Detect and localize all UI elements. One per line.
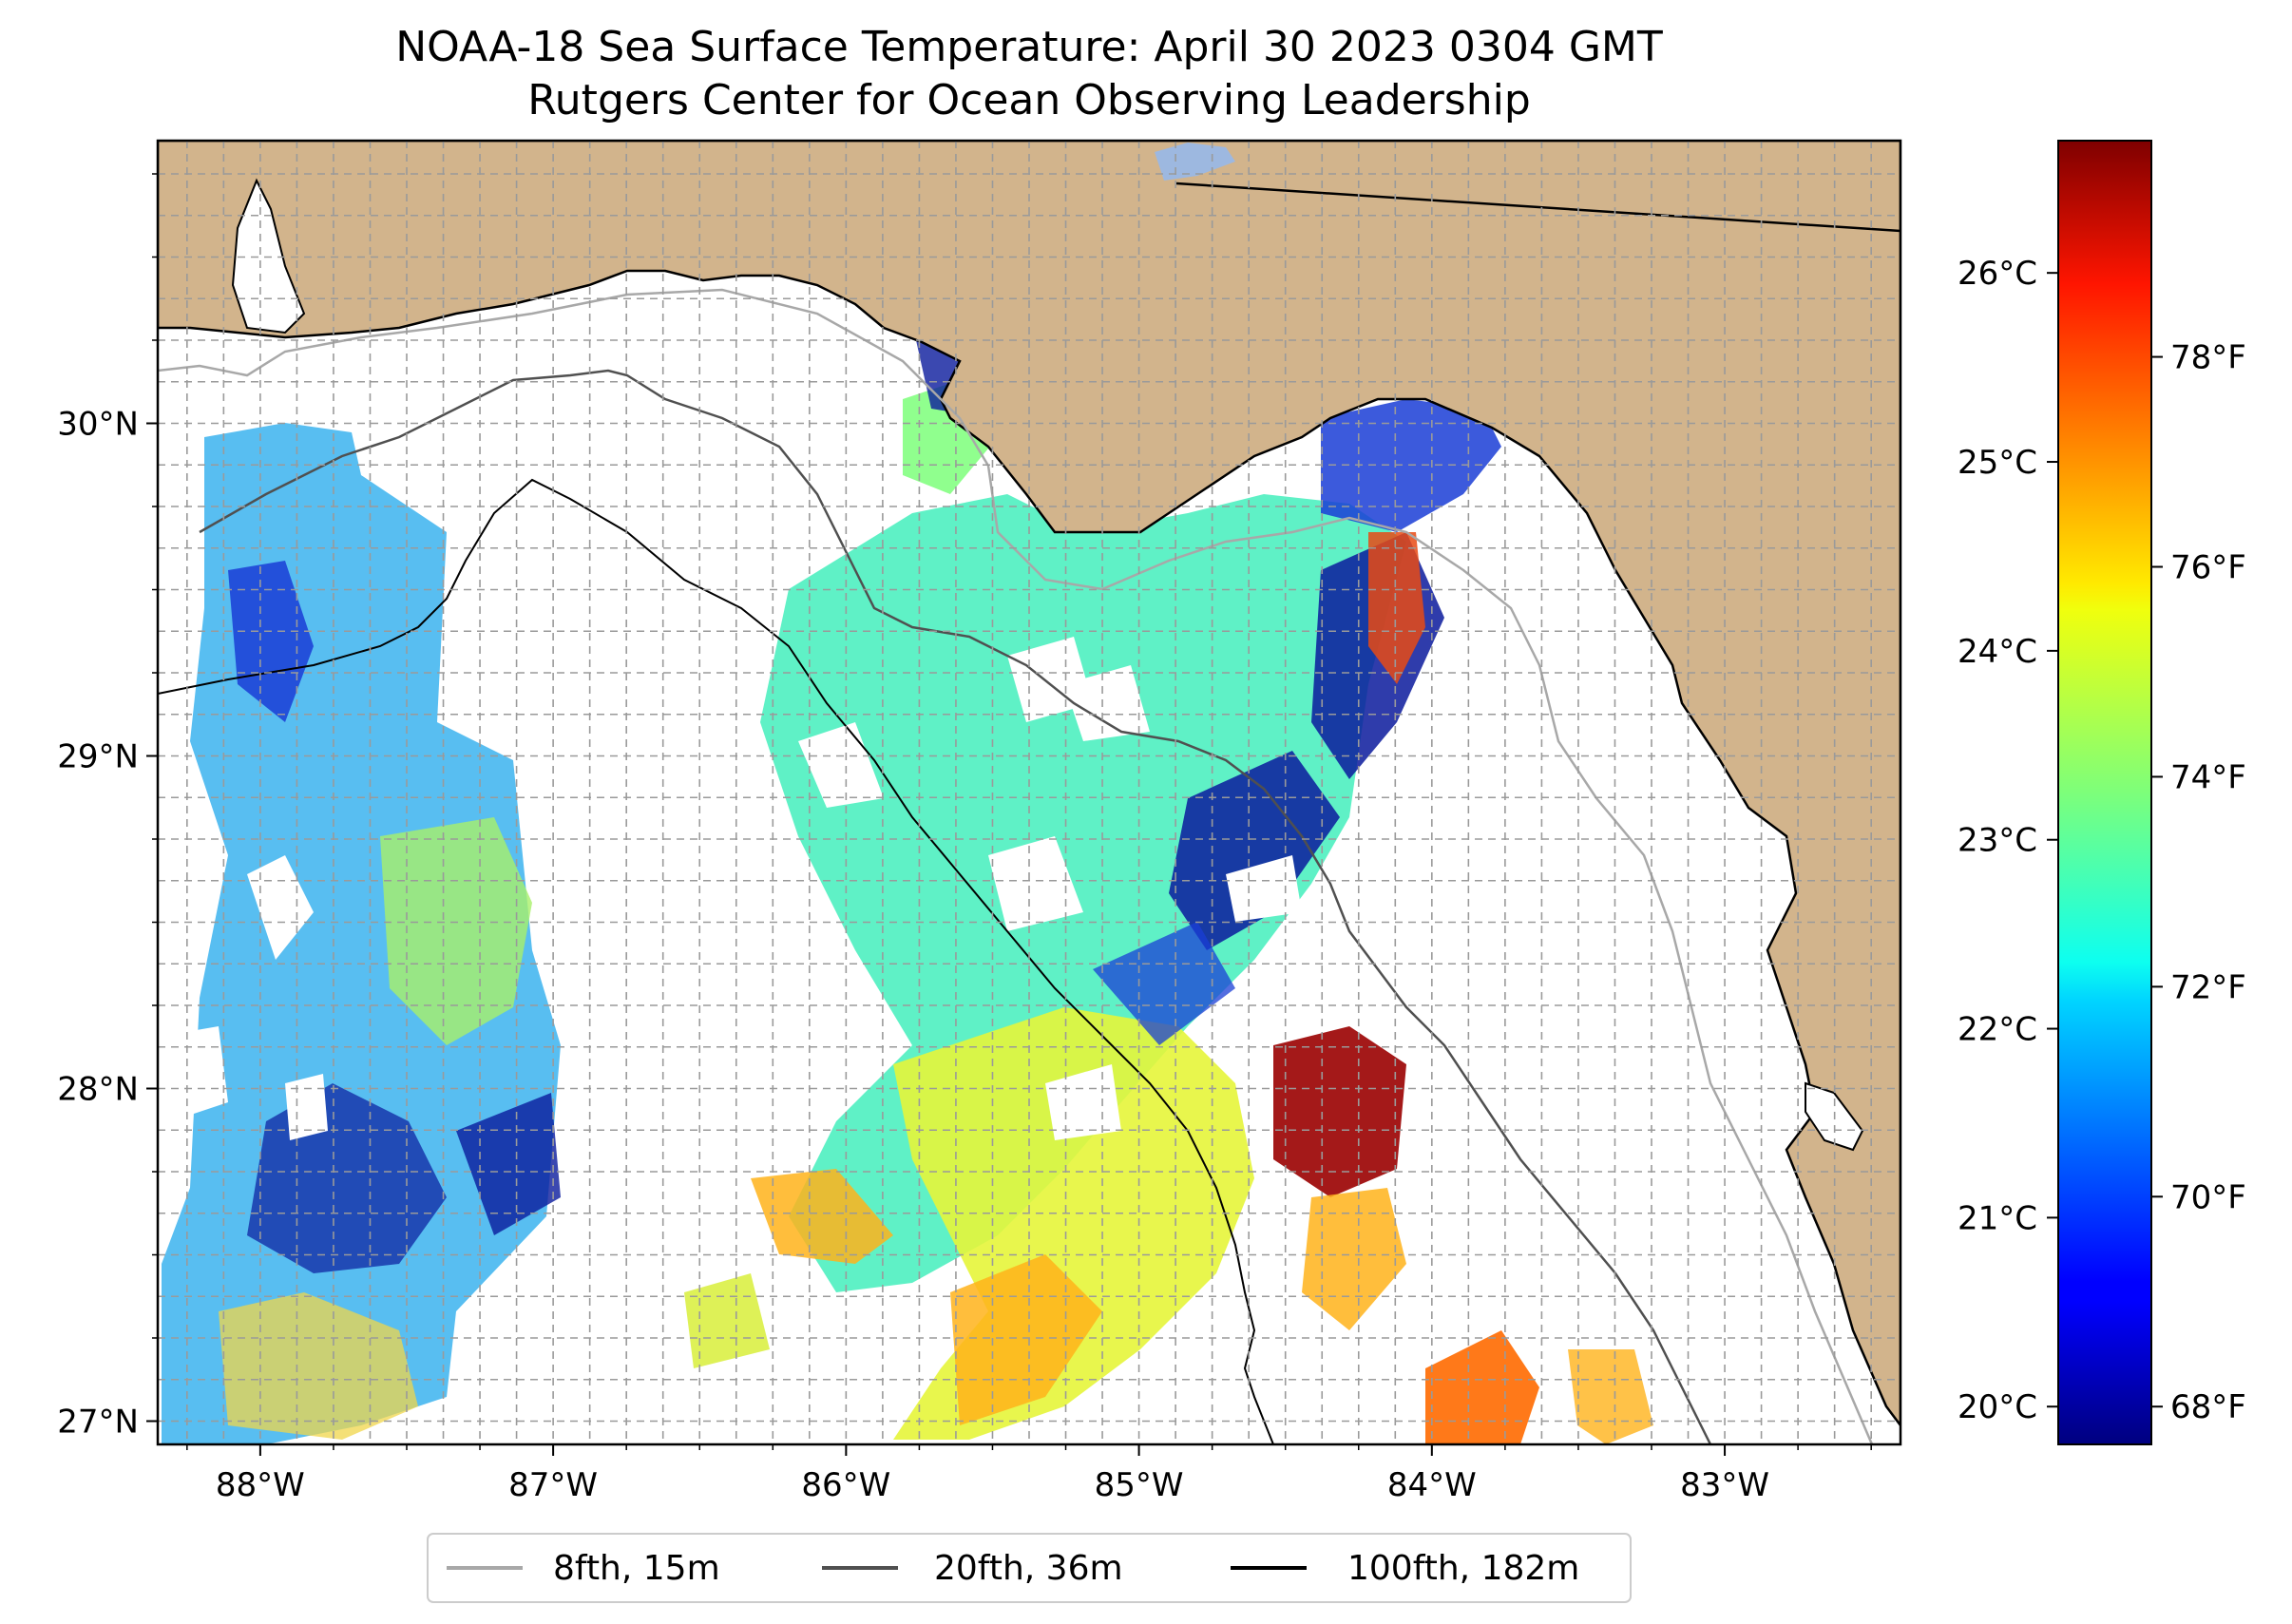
legend-box <box>427 1533 1632 1603</box>
colorbar-celsius-label: 20°C <box>1958 1388 2037 1426</box>
lat-tick-label: 30°N <box>57 406 139 444</box>
sst-data-layer <box>162 314 1653 1444</box>
map-subtitle: Rutgers Center for Ocean Observing Leade… <box>527 76 1531 124</box>
isobath-8fth <box>158 288 1874 1444</box>
colorbar-gradient <box>2057 140 2152 1445</box>
lat-tick-label: 27°N <box>57 1404 139 1442</box>
lake-feature <box>1155 143 1235 181</box>
colorbar-fahrenheit-label: 78°F <box>2170 339 2246 377</box>
longitude-tick-labels: 88°W 87°W 86°W 85°W 84°W 83°W <box>186 1444 1872 1504</box>
lat-tick-label: 28°N <box>57 1071 139 1109</box>
colorbar-celsius-label: 21°C <box>1958 1199 2037 1237</box>
colorbar-fahrenheit-label: 74°F <box>2170 758 2246 796</box>
isobath-20fth <box>199 369 1712 1444</box>
colorbar-fahrenheit-label: 70°F <box>2170 1178 2246 1216</box>
colorbar-celsius-label: 25°C <box>1958 444 2037 482</box>
colorbar-celsius-label: 22°C <box>1958 1011 2037 1049</box>
colorbar-celsius-label: 23°C <box>1958 822 2037 860</box>
colorbar-fahrenheit-label: 76°F <box>2170 548 2246 586</box>
isobath-100fth <box>158 478 1274 1444</box>
legend-label-8fth: 8fth, 15m <box>553 1549 720 1588</box>
isobath-legend: 8fth, 15m 20fth, 36m 100fth, 182m <box>427 1533 1632 1603</box>
isobaths-layer <box>158 288 1874 1444</box>
colorbar: 20°C 21°C 22°C 23°C 24°C 25°C 26°C 68°F 70°F 72°… <box>1958 140 2246 1445</box>
colorbar-fahrenheit-ticks: 68°F 70°F 72°F 74°F 76°F 78°F <box>2151 339 2246 1426</box>
map-title: NOAA-18 Sea Surface Temperature: April 3… <box>395 23 1663 71</box>
legend-label-20fth: 20fth, 36m <box>934 1549 1123 1588</box>
legend-label-100fth: 100fth, 182m <box>1347 1549 1579 1588</box>
latitude-tick-labels: 30°N 29°N 28°N 27°N <box>57 173 158 1442</box>
lon-tick-label: 87°W <box>508 1466 598 1504</box>
lat-tick-label: 29°N <box>57 738 139 776</box>
colorbar-celsius-ticks: 20°C 21°C 22°C 23°C 24°C 25°C 26°C <box>1958 255 2058 1426</box>
map-panel <box>158 141 1900 1444</box>
map-frame <box>156 139 1902 1446</box>
colorbar-fahrenheit-label: 72°F <box>2170 968 2246 1006</box>
lon-tick-label: 85°W <box>1095 1466 1184 1504</box>
lon-tick-label: 84°W <box>1387 1466 1477 1504</box>
lon-tick-label: 83°W <box>1680 1466 1769 1504</box>
gridlines <box>158 141 1900 1444</box>
lon-tick-label: 88°W <box>216 1466 305 1504</box>
state-boundary-line <box>1175 182 1900 233</box>
colorbar-celsius-label: 24°C <box>1958 633 2037 671</box>
colorbar-fahrenheit-label: 68°F <box>2170 1388 2246 1426</box>
lon-tick-label: 86°W <box>801 1466 890 1504</box>
colorbar-celsius-label: 26°C <box>1958 255 2037 293</box>
